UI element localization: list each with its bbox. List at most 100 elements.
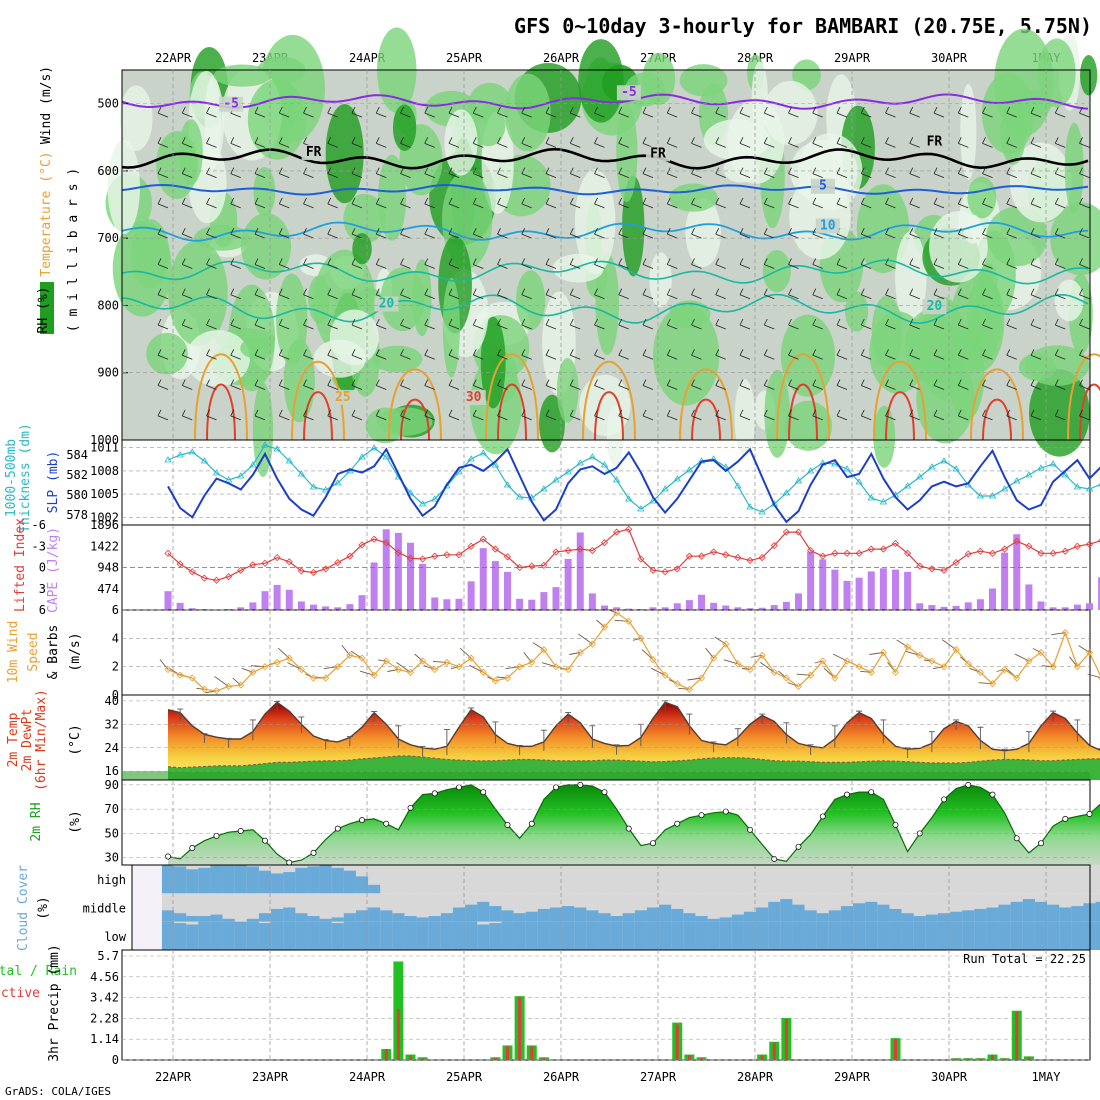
cloud-cell <box>865 921 878 950</box>
cloud-cell-bg <box>756 865 769 894</box>
cape-ylabel: Lifted Index <box>13 518 28 612</box>
wind-barb <box>1030 137 1042 148</box>
cape-bar <box>491 561 499 610</box>
rh2m-point <box>650 840 656 847</box>
cloud-cell-bg <box>937 865 951 894</box>
thickness-point <box>928 463 936 470</box>
cape-bar <box>528 599 536 610</box>
wind-barb <box>278 409 290 421</box>
cloud-cell <box>246 921 260 950</box>
cloud-cell <box>925 921 939 950</box>
rh2m-point <box>456 784 462 791</box>
cloud-cell-bg <box>1022 865 1036 894</box>
rh-contour-fill <box>1064 122 1084 214</box>
cloud-cell-bg <box>1047 865 1060 894</box>
wind-barb <box>642 409 654 421</box>
li-point <box>503 553 512 561</box>
cloud-cell <box>198 921 211 950</box>
wind-barb <box>788 288 799 300</box>
wind-barb <box>181 318 193 330</box>
cloud-cell <box>258 913 272 922</box>
wind-barb <box>351 349 363 360</box>
cloud-cell-bg <box>513 865 527 894</box>
precip-conv-bar <box>700 1058 703 1060</box>
wind-barb <box>642 167 654 179</box>
wind-barb <box>788 379 799 390</box>
wind-speed-point <box>188 674 196 682</box>
cloud-cell-bg <box>707 865 721 894</box>
cape-bar <box>564 558 572 610</box>
wind-barb <box>1006 349 1017 360</box>
cape-bar <box>1001 552 1009 610</box>
cape-bar <box>164 591 172 610</box>
thickness-point <box>200 457 209 464</box>
li-point <box>613 528 621 536</box>
cloud-cell-bg <box>598 865 612 894</box>
wind-barb <box>618 318 629 330</box>
cloud-cell <box>1047 921 1060 950</box>
wind-barb <box>327 137 338 148</box>
contour-label: 25 <box>335 390 351 405</box>
cloud-cell-bg <box>234 893 248 922</box>
wind-barb <box>982 409 993 421</box>
rh2m-point <box>698 812 705 819</box>
rh-contour-fill <box>213 64 271 87</box>
cloud-cell-bg <box>610 893 624 922</box>
cloud-cell <box>368 921 381 950</box>
rh-contour-fill <box>247 79 307 160</box>
wind-speed-point <box>273 658 281 666</box>
rh-contour-fill <box>1024 345 1090 386</box>
wind-barb <box>618 409 629 421</box>
cloud-cell-bg <box>962 865 975 894</box>
wind-speed-point <box>176 671 184 679</box>
wind-barb <box>666 197 678 209</box>
cloud-cell <box>210 914 224 922</box>
cloud-cell-bg <box>428 893 442 922</box>
cloud-cell <box>222 921 236 950</box>
cloud-cell-bg <box>1059 865 1072 894</box>
wind-speed-point <box>503 674 512 682</box>
cloud-cell-bg <box>816 865 830 894</box>
wind-barb <box>472 409 484 421</box>
cloud-cell <box>853 921 866 950</box>
cloud-cell-bg <box>477 865 490 894</box>
cape-bar <box>419 563 427 610</box>
thickness-point <box>540 485 548 492</box>
cloud-cell <box>562 921 575 950</box>
wind-speed-point <box>697 674 706 682</box>
cloud-cell <box>271 873 284 894</box>
wind-barb <box>497 379 508 390</box>
rh-contour-fill <box>784 400 833 451</box>
cloud-cell-bg <box>950 865 963 894</box>
slp-thickness-panel: 1002 1005 1008 1011 578 580 582 584 1000-500mb Th… <box>4 423 1100 533</box>
y-tick-label: 1.14 <box>90 1032 119 1046</box>
cloud-cell <box>1095 921 1100 950</box>
li-point <box>1013 537 1021 545</box>
cloud-cell-bg <box>319 893 333 922</box>
wind-barb <box>569 228 581 239</box>
wind-barb <box>327 409 338 421</box>
wind-barb <box>278 228 290 239</box>
wind-barb <box>933 349 945 360</box>
wind-barb <box>206 409 217 421</box>
isotherm-line <box>121 93 1089 110</box>
wind-barb <box>1030 288 1042 300</box>
wind-barb <box>206 379 217 390</box>
li-point <box>879 545 887 553</box>
cloud-ylabel: Cloud Cover <box>16 865 31 951</box>
precip-conv-bar <box>1015 1011 1019 1060</box>
wind-speed-point <box>613 609 621 617</box>
thickness-point <box>625 495 633 502</box>
cloud-cell <box>634 910 648 922</box>
wind-barb <box>982 288 993 300</box>
cape-bar <box>892 569 899 610</box>
wind-barb <box>788 258 799 269</box>
rh2m-point <box>844 791 850 798</box>
credit-label: GrADS: COLA/IGES <box>5 1085 111 1098</box>
wind-barb <box>497 137 508 148</box>
wind-barb <box>1006 167 1017 179</box>
wind-barb <box>812 409 823 421</box>
precip-ylabel: 3hr Precip (mm) <box>47 944 62 1061</box>
wind-barb <box>424 228 435 239</box>
li-point <box>358 541 366 549</box>
